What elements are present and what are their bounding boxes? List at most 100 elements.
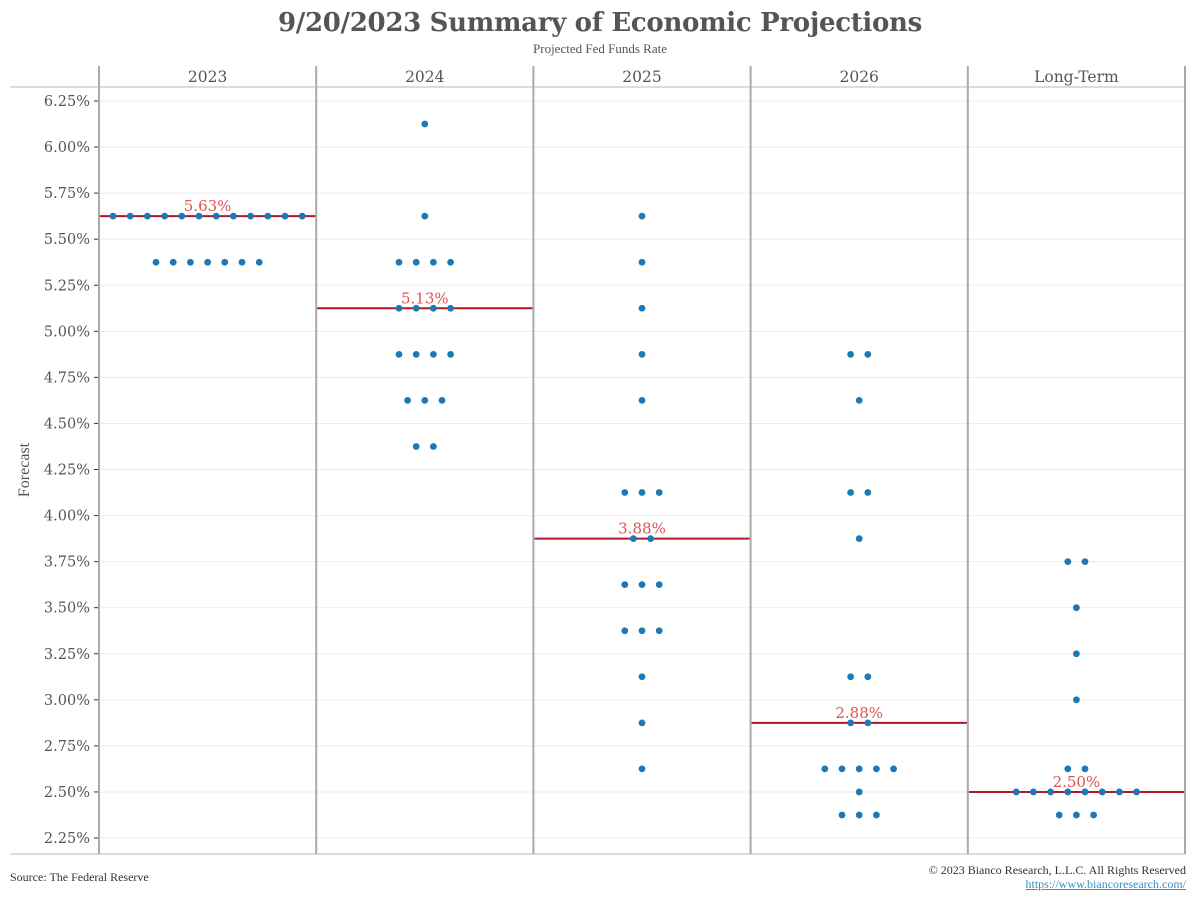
data-dot (187, 258, 194, 266)
y-tick-label: 4.75% (44, 370, 90, 386)
data-dot (178, 212, 186, 220)
data-dot (1047, 788, 1054, 796)
data-dot (855, 397, 863, 404)
data-dot (864, 350, 872, 358)
data-dot (1090, 811, 1097, 819)
data-dot (430, 304, 437, 312)
data-dot (298, 212, 306, 220)
y-tick-label: 5.00% (44, 324, 90, 340)
data-dot (1073, 604, 1080, 612)
data-dot (847, 489, 854, 496)
y-axis: 6.25% 6.00% 5.75% 5.50% 5.25% 5.00% 4.75% 4.50%… (44, 94, 99, 847)
source-note: Source: The Federal Reserve (10, 870, 149, 884)
y-tick-label: 6.25% (44, 94, 90, 110)
data-dot (855, 788, 863, 796)
data-dot (638, 350, 646, 358)
data-dot (1098, 788, 1106, 796)
data-dot (638, 397, 646, 404)
data-dot (212, 212, 220, 220)
data-dot (655, 489, 663, 496)
y-tick-label: 4.25% (44, 463, 90, 479)
y-tick-label: 5.50% (44, 232, 90, 248)
data-dot (855, 811, 863, 819)
data-dot (855, 535, 863, 542)
data-dot (395, 350, 403, 358)
data-dot (638, 581, 646, 589)
data-dot (864, 489, 872, 496)
y-tick-label: 2.25% (44, 831, 90, 847)
y-tick-label: 5.75% (44, 186, 90, 202)
copyright-block: © 2023 Bianco Research, L.L.C. All Right… (929, 863, 1186, 891)
data-dot (144, 212, 151, 220)
data-dot (421, 212, 429, 220)
data-dot (204, 258, 212, 266)
data-dot (447, 350, 454, 358)
data-dot (264, 212, 272, 220)
data-dot (1081, 788, 1089, 796)
column-header: Long-Term (1034, 68, 1119, 86)
data-dot (430, 350, 437, 358)
data-dot (255, 258, 263, 266)
data-dot (1055, 811, 1063, 819)
median-label: 3.88% (618, 520, 666, 538)
data-dot (621, 581, 629, 589)
data-dot (847, 350, 854, 358)
chart-subtitle: Projected Fed Funds Rate (533, 41, 667, 56)
y-tick-label: 3.00% (44, 693, 90, 709)
data-dot (1073, 811, 1080, 819)
data-dot (281, 212, 289, 220)
data-dot (638, 627, 646, 635)
data-dot (195, 212, 203, 220)
data-dot (421, 397, 429, 404)
data-dot (412, 304, 420, 312)
y-axis-title: Forecast (16, 442, 33, 497)
column-header: 2024 (405, 68, 445, 86)
data-dot (838, 765, 846, 773)
data-dot (638, 719, 646, 727)
data-dot (847, 719, 854, 727)
data-dot (1030, 788, 1037, 796)
data-dot (438, 397, 446, 404)
column-headers: 2023 2024 2025 2026 Long-Term (188, 68, 1119, 86)
data-dot (1133, 788, 1140, 796)
data-dot (404, 397, 411, 404)
website-link[interactable]: https://www.biancoresearch.com/ (1025, 877, 1186, 891)
data-dot (169, 258, 177, 266)
data-dot (412, 350, 420, 358)
data-dot (1081, 558, 1089, 566)
y-tick-label: 3.75% (44, 555, 90, 571)
data-dot (395, 258, 403, 266)
data-dot (847, 673, 854, 681)
y-tick-label: 2.75% (44, 739, 90, 755)
data-dot (655, 581, 663, 589)
gridlines (10, 86, 1185, 855)
data-dot (655, 627, 663, 635)
data-dot (838, 811, 846, 819)
data-dot (1064, 788, 1072, 796)
data-dot (1064, 558, 1072, 566)
data-dot (638, 304, 646, 312)
data-dot (430, 258, 437, 266)
data-dot (447, 258, 454, 266)
dots (109, 120, 1140, 819)
data-dot (638, 258, 646, 266)
data-dot (1081, 765, 1089, 773)
data-dot (647, 535, 654, 542)
y-tick-label: 3.25% (44, 647, 90, 663)
data-dot (621, 489, 629, 496)
y-tick-label: 6.00% (44, 140, 90, 156)
data-dot (161, 212, 169, 220)
data-dot (864, 719, 872, 727)
data-dot (395, 304, 403, 312)
data-dot (638, 765, 646, 773)
data-dot (1073, 650, 1080, 658)
data-dot (1012, 788, 1020, 796)
data-dot (864, 673, 872, 681)
median-label: 2.50% (1053, 773, 1101, 791)
column-header: 2023 (188, 68, 227, 86)
data-dot (821, 765, 829, 773)
data-dot (126, 212, 134, 220)
data-dot (221, 258, 229, 266)
median-label: 2.88% (835, 704, 883, 722)
